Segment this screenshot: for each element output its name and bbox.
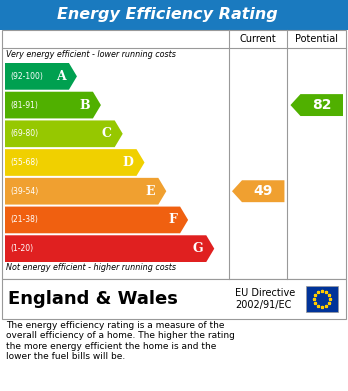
- Text: (21-38): (21-38): [10, 215, 38, 224]
- Text: Not energy efficient - higher running costs: Not energy efficient - higher running co…: [6, 263, 176, 272]
- Text: 82: 82: [312, 98, 332, 112]
- Text: England & Wales: England & Wales: [8, 290, 178, 308]
- Text: (39-54): (39-54): [10, 187, 38, 196]
- Text: (81-91): (81-91): [10, 100, 38, 109]
- Polygon shape: [5, 235, 214, 262]
- Polygon shape: [232, 180, 284, 202]
- Text: Energy Efficiency Rating: Energy Efficiency Rating: [57, 7, 277, 23]
- Text: Current: Current: [240, 34, 277, 44]
- Text: (55-68): (55-68): [10, 158, 38, 167]
- Text: F: F: [168, 213, 177, 226]
- Bar: [2, 279, 346, 319]
- Text: D: D: [122, 156, 134, 169]
- Polygon shape: [5, 63, 77, 90]
- Text: Very energy efficient - lower running costs: Very energy efficient - lower running co…: [6, 50, 176, 59]
- Text: B: B: [79, 99, 90, 111]
- Polygon shape: [5, 178, 166, 204]
- Text: G: G: [193, 242, 203, 255]
- Text: Potential: Potential: [295, 34, 338, 44]
- Polygon shape: [5, 149, 144, 176]
- Text: A: A: [56, 70, 66, 83]
- Text: C: C: [102, 127, 112, 140]
- Text: 49: 49: [254, 184, 273, 198]
- Bar: [2, 30, 346, 279]
- Text: EU Directive
2002/91/EC: EU Directive 2002/91/EC: [235, 288, 295, 310]
- Polygon shape: [5, 120, 123, 147]
- Text: (92-100): (92-100): [10, 72, 43, 81]
- Text: E: E: [146, 185, 155, 198]
- Text: (69-80): (69-80): [10, 129, 38, 138]
- Polygon shape: [5, 92, 101, 118]
- Polygon shape: [291, 94, 343, 116]
- Bar: [0, 0, 348, 30]
- Polygon shape: [5, 206, 188, 233]
- Text: The energy efficiency rating is a measure of the
overall efficiency of a home. T: The energy efficiency rating is a measur…: [6, 321, 235, 361]
- Text: (1-20): (1-20): [10, 244, 33, 253]
- Bar: [306, 286, 338, 312]
